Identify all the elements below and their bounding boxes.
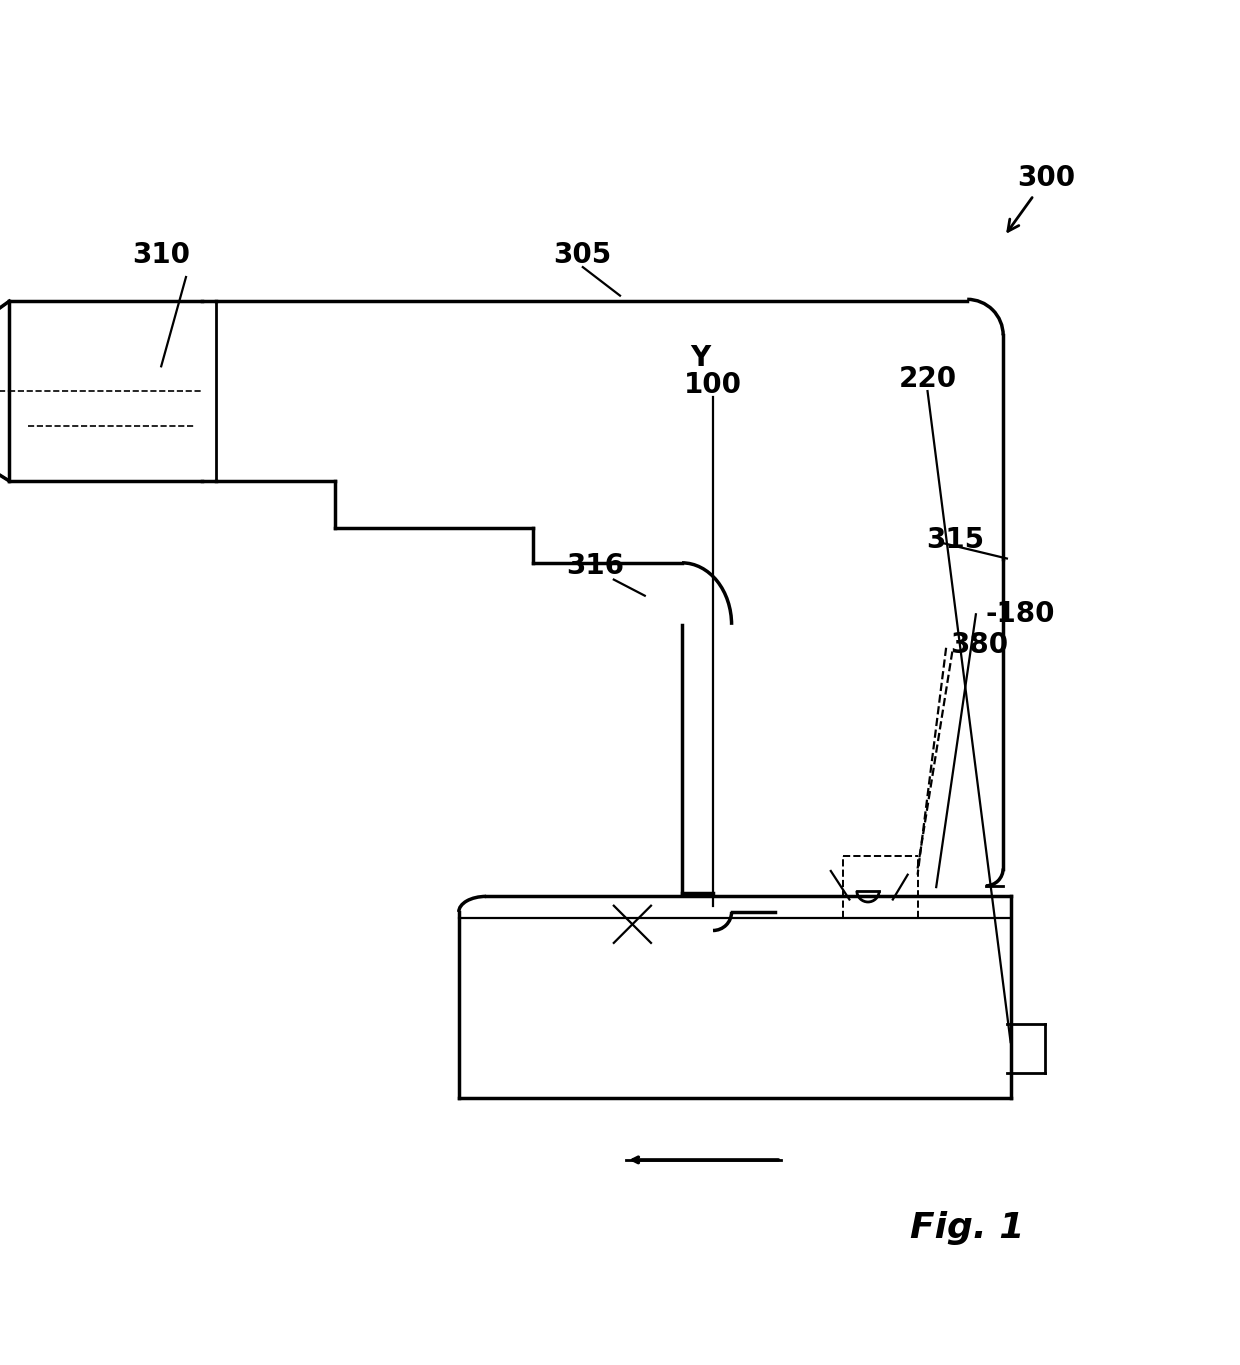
Text: 310: 310 <box>133 240 190 269</box>
Text: 316: 316 <box>567 551 624 580</box>
Text: 380: 380 <box>951 631 1008 659</box>
Text: 300: 300 <box>1008 165 1075 231</box>
Text: -180: -180 <box>986 601 1055 628</box>
Text: Y: Y <box>691 344 711 371</box>
Text: 220: 220 <box>899 364 956 393</box>
Text: 305: 305 <box>554 240 611 269</box>
Text: Fig. 1: Fig. 1 <box>910 1211 1024 1245</box>
Text: 100: 100 <box>684 371 742 399</box>
Text: 315: 315 <box>926 526 983 554</box>
